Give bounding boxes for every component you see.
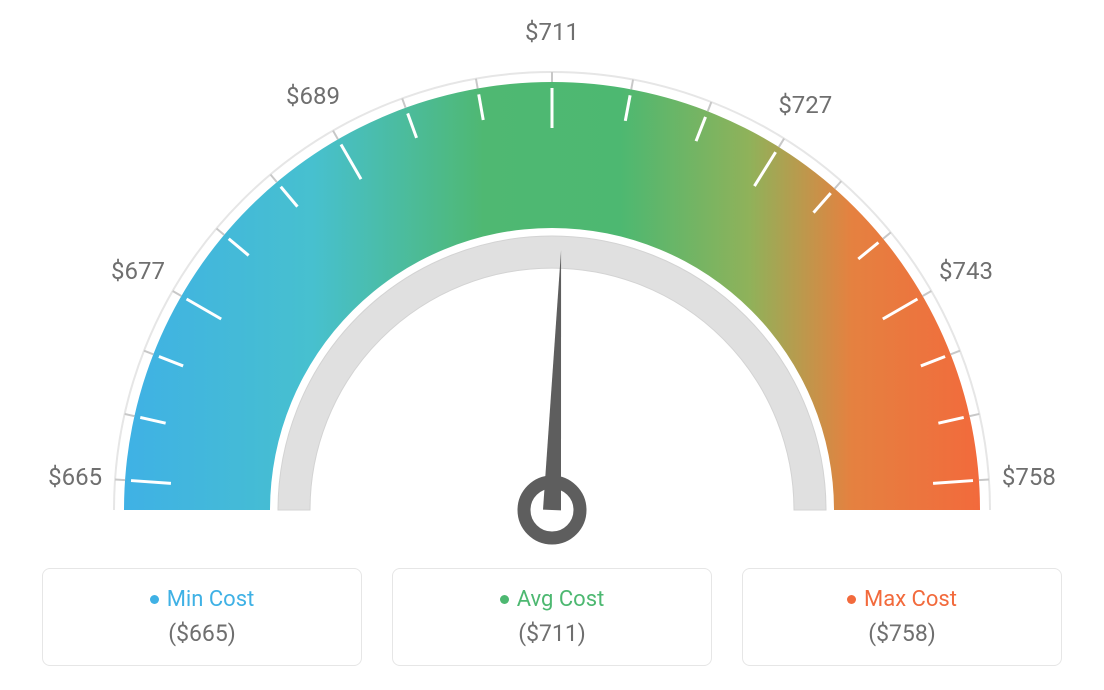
legend-title-max: Max Cost: [847, 587, 957, 612]
gauge-tick-label: $758: [1002, 463, 1056, 491]
outer-tick: [476, 79, 478, 89]
legend-card-avg: Avg Cost ($711): [392, 568, 712, 666]
gauge-tick-label: $665: [48, 463, 102, 491]
gauge-tick-label: $677: [111, 257, 165, 285]
legend-value-min: ($665): [168, 620, 236, 647]
legend-card-min: Min Cost ($665): [42, 568, 362, 666]
gauge-tick-label: $689: [286, 82, 340, 110]
outer-tick: [970, 414, 980, 416]
gauge-tick-label: $727: [778, 91, 832, 119]
legend-row: Min Cost ($665) Avg Cost ($711) Max Cost ($75…: [0, 568, 1104, 666]
needle: [543, 250, 561, 510]
legend-value-avg: ($711): [518, 620, 586, 647]
legend-title-avg: Avg Cost: [500, 587, 605, 612]
outer-tick: [779, 139, 784, 147]
outer-tick: [115, 479, 125, 480]
legend-label-text: Min Cost: [167, 587, 255, 612]
outer-tick: [173, 291, 182, 296]
outer-tick: [270, 174, 276, 182]
outer-tick: [125, 414, 135, 416]
outer-tick: [402, 98, 405, 107]
outer-tick: [333, 131, 338, 140]
legend-label-text: Avg Cost: [517, 587, 605, 612]
outer-tick: [979, 479, 989, 480]
outer-tick: [216, 228, 224, 234]
gauge-tick-label: $711: [525, 18, 579, 46]
outer-tick: [144, 351, 153, 355]
outer-tick: [708, 102, 712, 111]
legend-dot-icon: [500, 595, 509, 604]
legend-dot-icon: [150, 595, 159, 604]
outer-tick: [923, 291, 932, 296]
gauge-svg: [0, 10, 1104, 570]
outer-tick: [951, 351, 960, 355]
legend-dot-icon: [847, 595, 856, 604]
outer-tick: [883, 232, 891, 238]
legend-label-text: Max Cost: [864, 587, 957, 612]
legend-value-max: ($758): [868, 620, 936, 647]
outer-tick: [835, 181, 842, 189]
outer-tick: [631, 80, 633, 90]
legend-card-max: Max Cost ($758): [742, 568, 1062, 666]
gauge-chart: $665 $677 $689 $711 $727 $743 $758: [0, 0, 1104, 560]
legend-title-min: Min Cost: [150, 587, 255, 612]
gauge-tick-label: $743: [939, 257, 993, 285]
